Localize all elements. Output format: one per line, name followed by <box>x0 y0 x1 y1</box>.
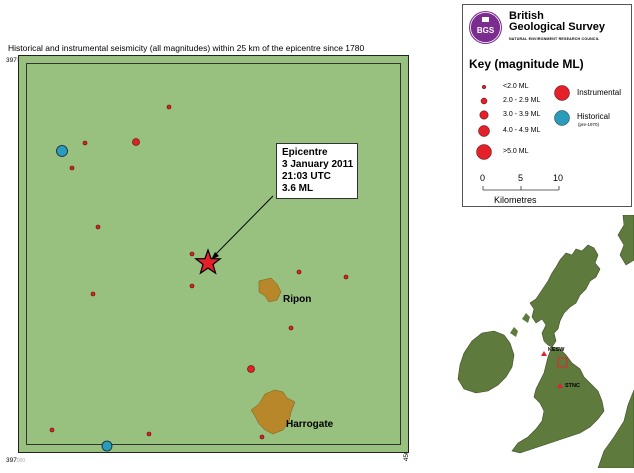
station-stnc-marker <box>557 383 563 388</box>
island <box>510 327 518 337</box>
event-instrumental-medium <box>132 138 140 146</box>
event-instrumental-small <box>189 283 195 289</box>
key-size-4-label: 4.0 - 4.9 ML <box>503 127 541 134</box>
event-instrumental-small <box>95 224 101 230</box>
event-historical <box>101 440 113 452</box>
epicentre-title: Epicentre <box>282 147 328 158</box>
map-frame <box>26 63 401 445</box>
epicentre-label: Epicentre 3 January 2011 21:03 UTC 3.6 M… <box>276 143 358 199</box>
epicentre-time: 21:03 UTC <box>282 171 331 182</box>
uk-inset-map: KESW STNC <box>448 214 634 469</box>
town-label-ripon: Ripon <box>283 294 312 305</box>
event-instrumental-small <box>166 104 172 110</box>
event-instrumental-small <box>343 274 349 280</box>
event-instrumental-small <box>69 165 75 171</box>
event-instrumental-small <box>259 434 265 440</box>
epicentre-date: 3 January 2011 <box>282 159 354 170</box>
key-instrumental-symbol <box>554 85 570 101</box>
bgs-logo: BGS <box>469 11 502 44</box>
event-instrumental-small <box>49 427 55 433</box>
mainland-europe-landmass <box>597 389 634 469</box>
station-stnc-label: STNC <box>565 383 580 389</box>
scale-tick-label-10: 10 <box>553 173 564 183</box>
map-title: Historical and instrumental seismicity (… <box>8 43 365 53</box>
event-instrumental-small <box>90 291 96 297</box>
ripon-town-area <box>258 277 282 303</box>
coord-top-left-value: 397 <box>6 57 17 64</box>
key-historical-label: Historical <box>577 112 610 121</box>
event-instrumental-medium <box>247 365 255 373</box>
epicentre-arrow <box>212 195 274 258</box>
map-features <box>49 104 349 452</box>
key-title: Key (magnitude ML) <box>469 57 584 71</box>
org-name-line1: British <box>509 10 544 22</box>
event-instrumental-small <box>288 325 294 331</box>
island <box>522 313 530 323</box>
event-historical <box>56 145 68 157</box>
legend-panel: BGS British Geological Survey NATURAL EN… <box>462 4 632 207</box>
station-kesw-label: KESW <box>548 347 565 353</box>
bgs-logo-text: BGS <box>477 26 495 35</box>
bgs-logo-icon: BGS <box>470 12 501 43</box>
study-area-box <box>557 357 568 368</box>
uk-inset-svg <box>457 214 634 469</box>
org-subtitle: NATURAL ENVIRONMENT RESEARCH COUNCIL <box>509 37 600 41</box>
coord-bottom-left-value: 397 <box>6 457 17 464</box>
scale-tick-label-0: 0 <box>480 173 486 183</box>
town-label-harrogate: Harrogate <box>286 419 334 430</box>
coord-bottom-left: 397000 <box>6 457 25 464</box>
org-name: British Geological Survey <box>509 11 605 33</box>
coord-bottom-left-sub: 000 <box>16 458 26 464</box>
harrogate-town-area <box>250 389 296 435</box>
key-size-2-symbol <box>480 97 488 105</box>
event-instrumental-small <box>82 140 88 146</box>
key-size-4-symbol <box>478 125 490 137</box>
key-size-5-symbol <box>476 144 492 160</box>
key-historical-note: (pre-1970) <box>578 122 600 127</box>
key-symbols <box>476 84 570 191</box>
key-historical-symbol <box>554 110 570 126</box>
ireland-landmass <box>457 330 515 394</box>
event-instrumental-small <box>296 269 302 275</box>
key-size-1-symbol <box>481 84 487 90</box>
epicentre-arrowhead <box>211 252 219 260</box>
event-instrumental-small <box>189 251 195 257</box>
org-name-line2: Geological Survey <box>509 21 605 33</box>
event-instrumental-small <box>146 431 152 437</box>
epicentre-magnitude: 3.6 ML <box>282 183 314 194</box>
key-size-2-label: 2.0 - 2.9 ML <box>503 97 541 104</box>
seismicity-map[interactable]: Epicentre 3 January 2011 21:03 UTC 3.6 M… <box>18 55 409 453</box>
key-size-3-label: 3.0 - 3.9 ML <box>503 111 541 118</box>
key-size-1-label: <2.0 ML <box>503 83 529 90</box>
station-kesw-marker <box>541 351 547 356</box>
scale-tick-label-5: 5 <box>518 173 524 183</box>
great-britain-landmass <box>511 244 605 454</box>
key-size-3-symbol <box>479 110 489 120</box>
key-size-5-label: >5.0 ML <box>503 148 529 155</box>
epicentre-star <box>194 248 222 275</box>
mainland-europe-landmass <box>617 214 634 266</box>
key-instrumental-label: Instrumental <box>577 88 622 97</box>
scale-unit: Kilometres <box>494 195 537 205</box>
